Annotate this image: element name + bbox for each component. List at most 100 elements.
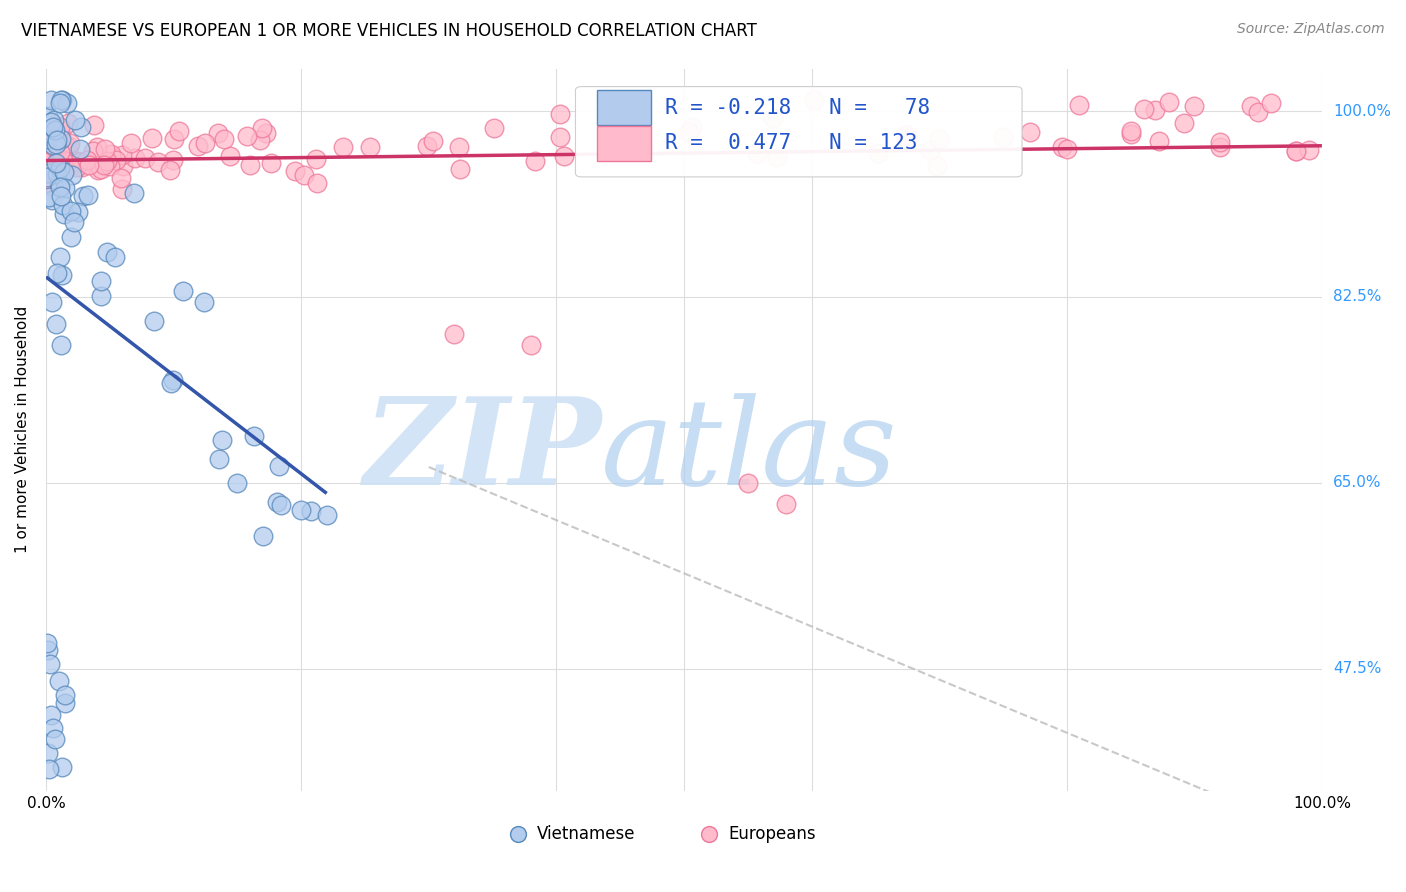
Point — [42, 137, 65, 152]
Text: atlas: atlas — [600, 392, 898, 510]
Point — [39, 136, 62, 150]
Text: Source: ZipAtlas.com: Source: ZipAtlas.com — [1237, 22, 1385, 37]
Point — [523, 154, 546, 169]
Point — [111, 148, 134, 162]
Point — [37, 162, 59, 177]
Point — [737, 475, 759, 490]
FancyBboxPatch shape — [598, 90, 651, 125]
Text: 82.5%: 82.5% — [1333, 290, 1381, 304]
Point — [250, 121, 273, 136]
Point — [90, 274, 112, 288]
Point — [44, 123, 66, 137]
Point — [1260, 96, 1282, 111]
Point — [896, 133, 918, 147]
Point — [294, 169, 316, 183]
Point — [443, 327, 465, 342]
Point — [55, 181, 77, 195]
Point — [416, 139, 439, 153]
Point — [162, 153, 184, 168]
Point — [37, 170, 59, 185]
Point — [187, 139, 209, 153]
Point — [39, 708, 62, 723]
Point — [299, 504, 322, 518]
Point — [72, 189, 94, 203]
Point — [38, 137, 60, 152]
Point — [96, 153, 118, 168]
Point — [48, 673, 70, 688]
Point — [46, 167, 69, 181]
Point — [51, 338, 73, 352]
Point — [1298, 143, 1320, 157]
Point — [678, 125, 700, 139]
Point — [55, 156, 77, 170]
Point — [766, 150, 789, 164]
Point — [52, 207, 75, 221]
Text: Europeans: Europeans — [728, 825, 817, 844]
Point — [45, 132, 67, 146]
Point — [39, 657, 62, 671]
Point — [49, 141, 72, 155]
Point — [96, 244, 118, 259]
Point — [1285, 145, 1308, 159]
Point — [1209, 140, 1232, 154]
Point — [121, 136, 143, 151]
Point — [548, 130, 571, 145]
Point — [39, 116, 62, 130]
Point — [37, 746, 59, 760]
Point — [37, 179, 59, 194]
Point — [38, 762, 60, 776]
Point — [124, 152, 146, 166]
Point — [211, 433, 233, 447]
Point — [94, 142, 117, 156]
Point — [1119, 124, 1142, 138]
Point — [87, 163, 110, 178]
Point — [41, 193, 63, 207]
Point — [449, 161, 471, 176]
Point — [69, 120, 91, 134]
Point — [53, 136, 76, 151]
Point — [928, 131, 950, 145]
Point — [236, 128, 259, 143]
Point — [163, 132, 186, 146]
Point — [51, 94, 73, 108]
Point — [991, 129, 1014, 144]
Point — [249, 133, 271, 147]
Point — [896, 128, 918, 142]
Point — [37, 152, 59, 166]
Point — [105, 153, 128, 167]
Point — [100, 147, 122, 161]
Point — [62, 215, 84, 229]
Point — [38, 141, 60, 155]
Point — [59, 154, 82, 169]
Point — [37, 109, 59, 123]
Point — [66, 153, 89, 168]
Point — [86, 140, 108, 154]
Point — [45, 156, 67, 170]
Point — [359, 140, 381, 154]
Point — [110, 171, 132, 186]
Point — [110, 181, 132, 195]
Point — [65, 113, 87, 128]
Point — [51, 153, 73, 168]
Point — [218, 149, 240, 163]
Point — [51, 760, 73, 774]
Point — [56, 96, 79, 111]
Point — [553, 149, 575, 163]
Point — [42, 113, 65, 128]
Point — [60, 230, 83, 244]
Point — [37, 636, 59, 650]
Point — [482, 121, 505, 136]
Point — [305, 176, 328, 190]
Point — [48, 156, 70, 170]
Point — [52, 198, 75, 212]
Point — [83, 118, 105, 132]
Point — [49, 145, 72, 160]
Point — [49, 250, 72, 264]
Point — [167, 124, 190, 138]
Point — [82, 144, 104, 158]
Point — [122, 186, 145, 201]
Point — [93, 158, 115, 172]
Point — [927, 160, 949, 174]
Point — [252, 529, 274, 543]
Point — [266, 495, 288, 509]
